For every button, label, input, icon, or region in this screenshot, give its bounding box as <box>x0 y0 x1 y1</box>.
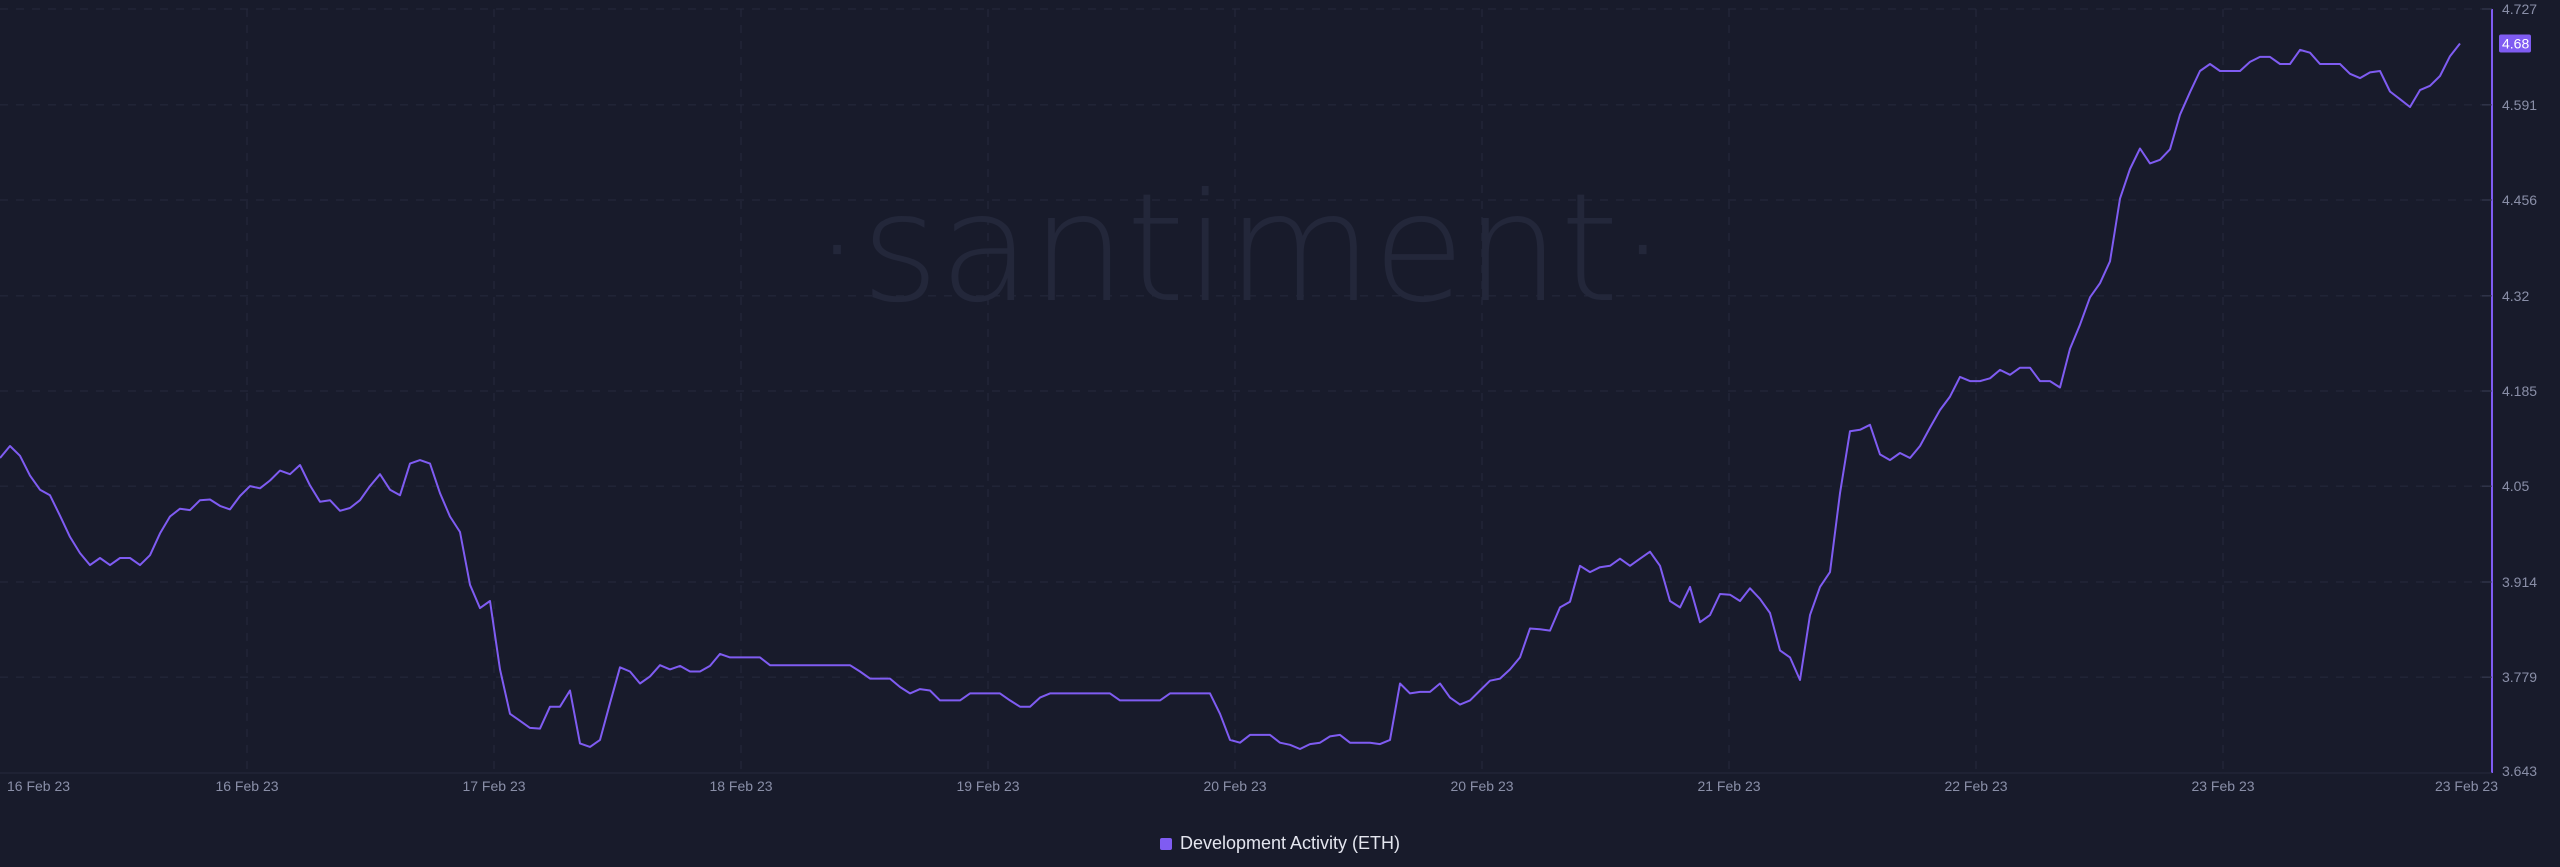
y-tick-label: 3.914 <box>2502 574 2537 590</box>
x-tick-label: 21 Feb 23 <box>1697 778 1760 794</box>
y-tick-label: 4.185 <box>2502 383 2537 399</box>
x-tick-label: 23 Feb 23 <box>2435 778 2498 794</box>
x-tick-label: 17 Feb 23 <box>462 778 525 794</box>
x-tick-label: 18 Feb 23 <box>709 778 772 794</box>
legend[interactable]: Development Activity (ETH) <box>0 833 2560 854</box>
legend-label: Development Activity (ETH) <box>1179 833 1401 853</box>
y-tick-label: 4.32 <box>2502 288 2529 304</box>
y-tick-label: 4.456 <box>2502 192 2537 208</box>
x-tick-label: 16 Feb 23 <box>7 778 70 794</box>
last-value-tag: 4.68 <box>2499 34 2531 53</box>
x-tick-label: 20 Feb 23 <box>1450 778 1513 794</box>
x-tick-label: 20 Feb 23 <box>1203 778 1266 794</box>
x-tick-label: 16 Feb 23 <box>215 778 278 794</box>
x-tick-label: 19 Feb 23 <box>956 778 1019 794</box>
legend-swatch <box>1159 837 1172 850</box>
last-value-text: 4.68 <box>2502 36 2529 52</box>
last-value-badge <box>2499 34 2531 53</box>
y-axis: 4.727 4.591 4.456 4.32 4.185 4.05 3.914 3.779 3.… <box>2482 1 2537 779</box>
x-axis: 16 Feb 23 16 Feb 23 17 Feb 23 18 Feb 23 19 F… <box>0 772 2498 794</box>
x-tick-label: 23 Feb 23 <box>2191 778 2254 794</box>
y-tick-label: 3.643 <box>2502 763 2537 779</box>
y-tick-label: 4.05 <box>2502 478 2529 494</box>
y-tick-label: 3.779 <box>2502 669 2537 685</box>
y-tick-label: 4.591 <box>2502 97 2537 113</box>
grid <box>0 8 2492 774</box>
y-tick-label: 4.727 <box>2502 1 2537 17</box>
santiment-watermark: ·santiment· <box>813 162 1666 336</box>
series-layer <box>0 42 2461 750</box>
series-line <box>0 42 2461 750</box>
x-tick-label: 22 Feb 23 <box>1944 778 2007 794</box>
